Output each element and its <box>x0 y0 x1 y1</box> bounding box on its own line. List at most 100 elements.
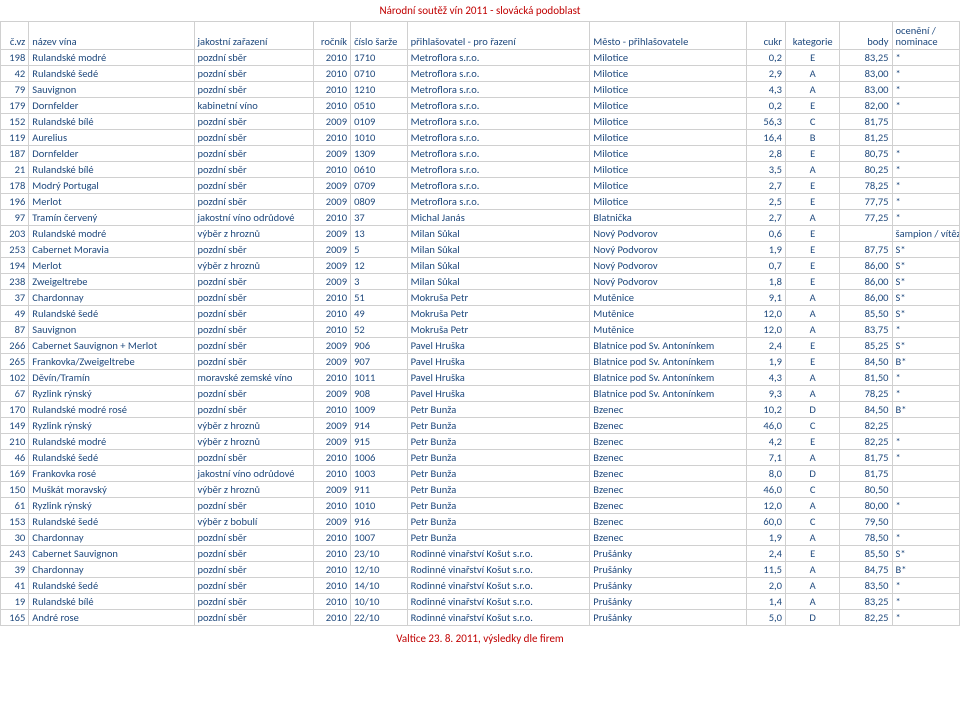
header-num: č.vz <box>1 22 29 50</box>
table-cell: Rulandské šedé <box>29 450 194 466</box>
table-cell: 2,8 <box>746 146 785 162</box>
table-cell: 83,75 <box>840 322 892 338</box>
table-cell <box>892 514 959 530</box>
header-sugar: cukr <box>746 22 785 50</box>
table-cell: 80,50 <box>840 482 892 498</box>
table-cell: S* <box>892 306 959 322</box>
table-cell: B <box>785 130 839 146</box>
table-cell: výběr z hroznů <box>194 434 314 450</box>
table-cell: Rodinné vinařství Košut s.r.o. <box>407 546 590 562</box>
table-cell: 2009 <box>314 418 351 434</box>
table-cell: Cabernet Sauvignon + Merlot <box>29 338 194 354</box>
table-cell: 12,0 <box>746 306 785 322</box>
table-cell: Děvín/Tramín <box>29 370 194 386</box>
table-cell: Rodinné vinařství Košut s.r.o. <box>407 610 590 626</box>
table-cell: 37 <box>1 290 29 306</box>
table-cell: 83,25 <box>840 50 892 66</box>
table-cell: E <box>785 98 839 114</box>
table-cell: 46,0 <box>746 482 785 498</box>
table-cell: 41 <box>1 578 29 594</box>
table-row: 150Muškát moravskývýběr z hroznů2009911P… <box>1 482 960 498</box>
table-cell: 198 <box>1 50 29 66</box>
table-cell: Nový Podvorov <box>590 242 747 258</box>
table-cell: C <box>785 418 839 434</box>
table-cell: pozdní sběr <box>194 290 314 306</box>
table-row: 102Děvín/Tramínmoravské zemské víno20101… <box>1 370 960 386</box>
table-cell: Muškát moravský <box>29 482 194 498</box>
table-cell: 2010 <box>314 50 351 66</box>
table-cell: pozdní sběr <box>194 498 314 514</box>
table-cell: 56,3 <box>746 114 785 130</box>
table-cell: Rulandské modré rosé <box>29 402 194 418</box>
table-cell: Sauvignon <box>29 322 194 338</box>
table-cell: 16,4 <box>746 130 785 146</box>
table-cell <box>892 482 959 498</box>
table-cell: 10/10 <box>351 594 408 610</box>
table-cell: 2009 <box>314 514 351 530</box>
table-cell: 916 <box>351 514 408 530</box>
table-cell: 906 <box>351 338 408 354</box>
table-cell: Dornfelder <box>29 98 194 114</box>
table-cell: 1011 <box>351 370 408 386</box>
table-cell: pozdní sběr <box>194 402 314 418</box>
table-cell: pozdní sběr <box>194 306 314 322</box>
table-row: 165André rosepozdní sběr201022/10Rodinné… <box>1 610 960 626</box>
table-cell: 911 <box>351 482 408 498</box>
table-cell: Cabernet Moravia <box>29 242 194 258</box>
table-cell <box>892 418 959 434</box>
table-cell: 9,1 <box>746 290 785 306</box>
table-cell: 1007 <box>351 530 408 546</box>
table-cell: Metroflora s.r.o. <box>407 194 590 210</box>
table-cell: 83,00 <box>840 66 892 82</box>
table-row: 42Rulandské šedépozdní sběr20100710Metro… <box>1 66 960 82</box>
table-cell: Metroflora s.r.o. <box>407 66 590 82</box>
table-cell: 2010 <box>314 66 351 82</box>
table-cell: A <box>785 578 839 594</box>
table-cell: Petr Bunža <box>407 402 590 418</box>
table-cell: Petr Bunža <box>407 450 590 466</box>
table-cell: Petr Bunža <box>407 530 590 546</box>
table-cell: 915 <box>351 434 408 450</box>
table-cell: 1010 <box>351 130 408 146</box>
table-cell: pozdní sběr <box>194 274 314 290</box>
table-cell: C <box>785 114 839 130</box>
table-cell: Mutěnice <box>590 322 747 338</box>
table-cell: 0,7 <box>746 258 785 274</box>
table-cell: * <box>892 610 959 626</box>
table-cell: B* <box>892 562 959 578</box>
page-footer: Valtice 23. 8. 2011, výsledky dle firem <box>0 626 960 649</box>
table-cell: pozdní sběr <box>194 322 314 338</box>
table-cell: E <box>785 146 839 162</box>
table-cell: * <box>892 98 959 114</box>
table-cell: 2010 <box>314 402 351 418</box>
table-cell: 49 <box>351 306 408 322</box>
table-cell: 2,4 <box>746 546 785 562</box>
table-cell: A <box>785 594 839 610</box>
table-cell: 908 <box>351 386 408 402</box>
table-cell: výběr z bobulí <box>194 514 314 530</box>
table-cell: 2010 <box>314 610 351 626</box>
table-row: 49Rulandské šedépozdní sběr201049Mokruša… <box>1 306 960 322</box>
table-cell: 3 <box>351 274 408 290</box>
table-cell: Blatnice pod Sv. Antonínkem <box>590 354 747 370</box>
table-cell: 85,25 <box>840 338 892 354</box>
table-row: 210Rulandské modrévýběr z hroznů2009915P… <box>1 434 960 450</box>
table-cell: Milotice <box>590 114 747 130</box>
table-cell: A <box>785 322 839 338</box>
table-cell: Rodinné vinařství Košut s.r.o. <box>407 562 590 578</box>
table-cell: Milotice <box>590 50 747 66</box>
table-cell: 2010 <box>314 210 351 226</box>
table-cell: pozdní sběr <box>194 242 314 258</box>
table-cell: Prušánky <box>590 594 747 610</box>
table-cell: kabinetní víno <box>194 98 314 114</box>
table-cell: 61 <box>1 498 29 514</box>
table-cell: 60,0 <box>746 514 785 530</box>
table-cell: S* <box>892 274 959 290</box>
table-cell: Milan Sůkal <box>407 242 590 258</box>
table-row: 19Rulandské bílépozdní sběr201010/10Rodi… <box>1 594 960 610</box>
table-cell: 2009 <box>314 226 351 242</box>
table-cell: Rulandské bílé <box>29 594 194 610</box>
table-cell: 4,2 <box>746 434 785 450</box>
wine-table: č.vz název vína jakostní zařazení ročník… <box>0 21 960 626</box>
table-cell: Metroflora s.r.o. <box>407 162 590 178</box>
